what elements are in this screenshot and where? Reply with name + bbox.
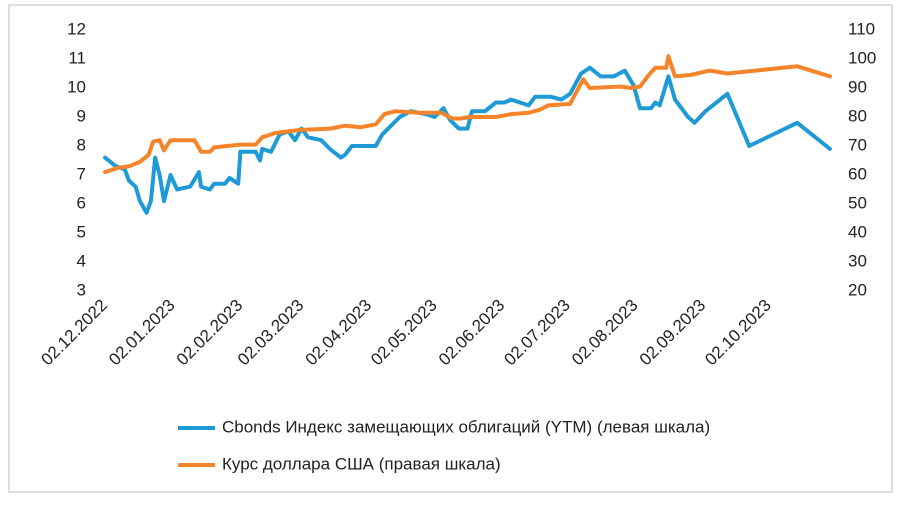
y2-tick-label: 80 (848, 106, 867, 125)
y-tick-label: 9 (77, 106, 86, 125)
y-tick-label: 8 (77, 135, 86, 154)
series-line (103, 54, 832, 175)
chart-border (8, 4, 893, 493)
legend-label: Курс доллара США (правая шкала) (222, 454, 501, 473)
y2-tick-label: 20 (848, 280, 867, 299)
y-tick-label: 6 (77, 193, 86, 212)
y2-tick-label: 40 (848, 222, 867, 241)
y2-tick-label: 70 (848, 135, 867, 154)
y-tick-label: 3 (77, 280, 86, 299)
y-tick-label: 7 (77, 164, 86, 183)
y2-tick-label: 50 (848, 193, 867, 212)
y-tick-label: 12 (67, 19, 86, 38)
y2-tick-label: 100 (848, 48, 876, 67)
y-tick-label: 5 (77, 222, 86, 241)
y2-tick-label: 110 (848, 19, 875, 38)
y-tick-label: 4 (77, 251, 86, 270)
y2-tick-label: 60 (848, 164, 867, 183)
legend-label: Cbonds Индекс замещающих облигаций (YTM)… (222, 417, 710, 436)
y-tick-label: 11 (68, 48, 86, 67)
y2-tick-label: 30 (848, 251, 867, 270)
y-tick-label: 10 (67, 77, 86, 96)
y2-tick-label: 90 (848, 77, 867, 96)
